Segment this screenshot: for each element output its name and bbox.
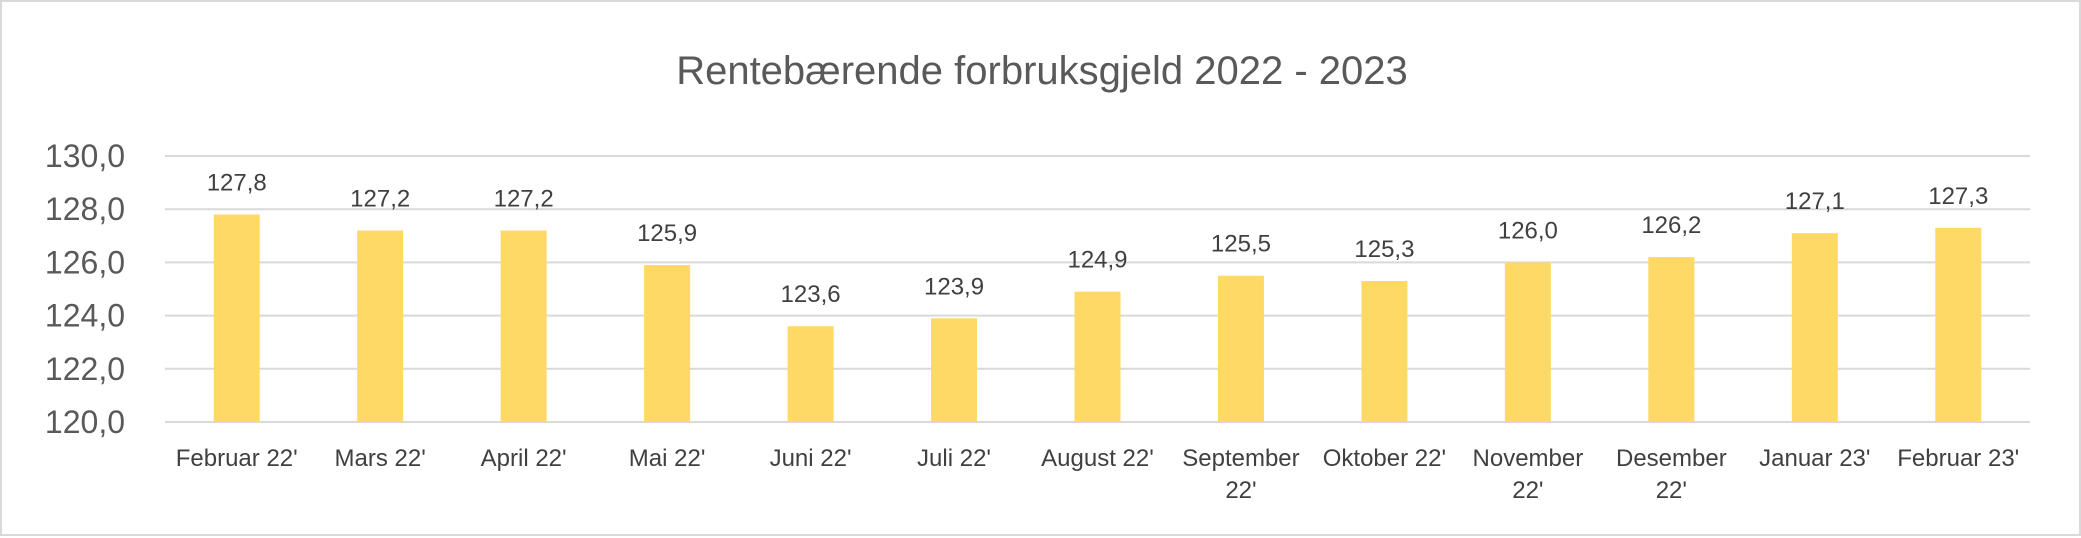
- chart-title: Rentebærende forbruksgjeld 2022 - 2023: [676, 49, 1408, 93]
- data-label: 125,3: [1354, 236, 1414, 263]
- data-label: 125,9: [637, 220, 697, 247]
- x-tick-label: 22': [1656, 477, 1687, 504]
- y-axis-ticks: 120,0 122,0 124,0 126,0 128,0 130,0: [45, 138, 125, 440]
- x-axis-ticks: Februar 22' Mars 22' April 22' Mai 22' Juni …: [176, 445, 2020, 504]
- data-label: 127,1: [1785, 188, 1845, 215]
- x-tick-label: November: [1473, 445, 1584, 472]
- bar: [1074, 291, 1121, 422]
- bar: [1935, 227, 1982, 422]
- data-label: 127,8: [207, 170, 267, 197]
- x-tick-label: Februar 22': [176, 445, 298, 472]
- x-tick-label: Desember: [1616, 445, 1727, 472]
- data-label: 126,0: [1498, 217, 1558, 244]
- y-tick-label: 122,0: [45, 351, 125, 387]
- bar: [1361, 281, 1408, 422]
- data-label: 125,5: [1211, 231, 1271, 258]
- data-label: 127,2: [494, 185, 554, 212]
- bar: [213, 214, 260, 422]
- x-tick-label: Mai 22': [629, 445, 706, 472]
- data-labels: 127,8 127,2 127,2 125,9 123,6 123,9 124,9 125,5…: [207, 170, 1989, 309]
- bar: [1791, 233, 1838, 422]
- x-tick-label: 22': [1225, 477, 1256, 504]
- y-tick-label: 130,0: [45, 138, 125, 174]
- x-tick-label: Februar 23': [1897, 445, 2019, 472]
- bar: [644, 265, 691, 422]
- bar: [1504, 262, 1551, 422]
- y-tick-label: 128,0: [45, 191, 125, 227]
- x-tick-label: Juli 22': [917, 445, 991, 472]
- x-tick-label: Januar 23': [1759, 445, 1870, 472]
- x-tick-label: September: [1182, 445, 1299, 472]
- x-tick-label: Juni 22': [770, 445, 852, 472]
- x-tick-label: August 22': [1041, 445, 1154, 472]
- x-tick-label: Mars 22': [335, 445, 426, 472]
- data-label: 127,2: [350, 185, 410, 212]
- bar: [1648, 257, 1695, 422]
- data-label: 123,9: [924, 273, 984, 300]
- y-tick-label: 126,0: [45, 244, 125, 280]
- y-tick-label: 124,0: [45, 298, 125, 334]
- x-tick-label: Oktober 22': [1323, 445, 1446, 472]
- y-tick-label: 120,0: [45, 404, 125, 440]
- data-label: 127,3: [1928, 183, 1988, 210]
- x-tick-label: April 22': [481, 445, 567, 472]
- bar: [500, 230, 547, 422]
- bars: [213, 214, 1982, 422]
- bar: [1217, 275, 1264, 422]
- bar: [357, 230, 404, 422]
- data-label: 123,6: [781, 281, 841, 308]
- bar: [931, 318, 978, 422]
- bar: [787, 326, 834, 422]
- data-label: 126,2: [1641, 212, 1701, 239]
- x-tick-label: 22': [1512, 477, 1543, 504]
- data-label: 124,9: [1067, 247, 1127, 274]
